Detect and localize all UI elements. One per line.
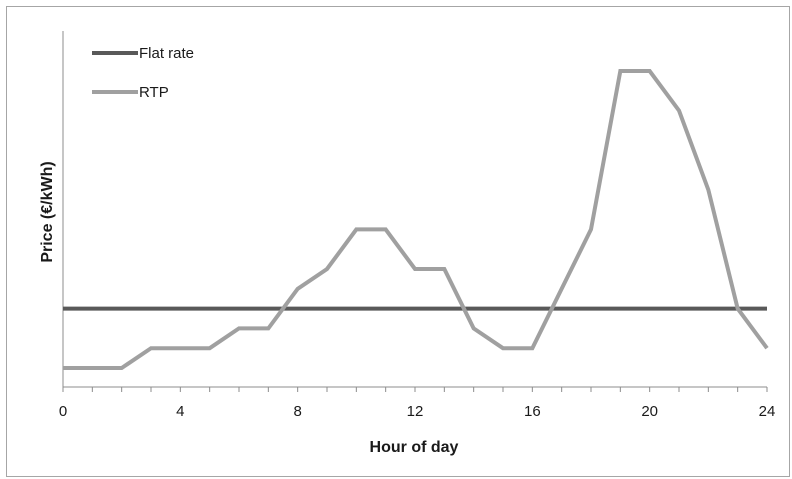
legend-label: Flat rate — [139, 45, 194, 62]
x-tick-label: 0 — [59, 403, 67, 420]
x-axis-title: Hour of day — [370, 439, 459, 456]
legend-label: RTP — [139, 84, 169, 101]
y-axis-title: Price (€/kWh) — [39, 161, 56, 262]
x-tick-label: 20 — [641, 403, 658, 420]
series-line-rtp — [63, 69, 769, 370]
series-lines — [63, 69, 769, 370]
x-tick-label: 4 — [176, 403, 184, 420]
x-tick-label: 16 — [524, 403, 541, 420]
axes: 0 4 8 12 16 20 24 — [59, 31, 776, 420]
x-tick-label: 24 — [759, 403, 776, 420]
legend: Flat rate RTP — [92, 45, 194, 101]
x-tick-label: 12 — [407, 403, 424, 420]
x-tick-label: 8 — [293, 403, 301, 420]
